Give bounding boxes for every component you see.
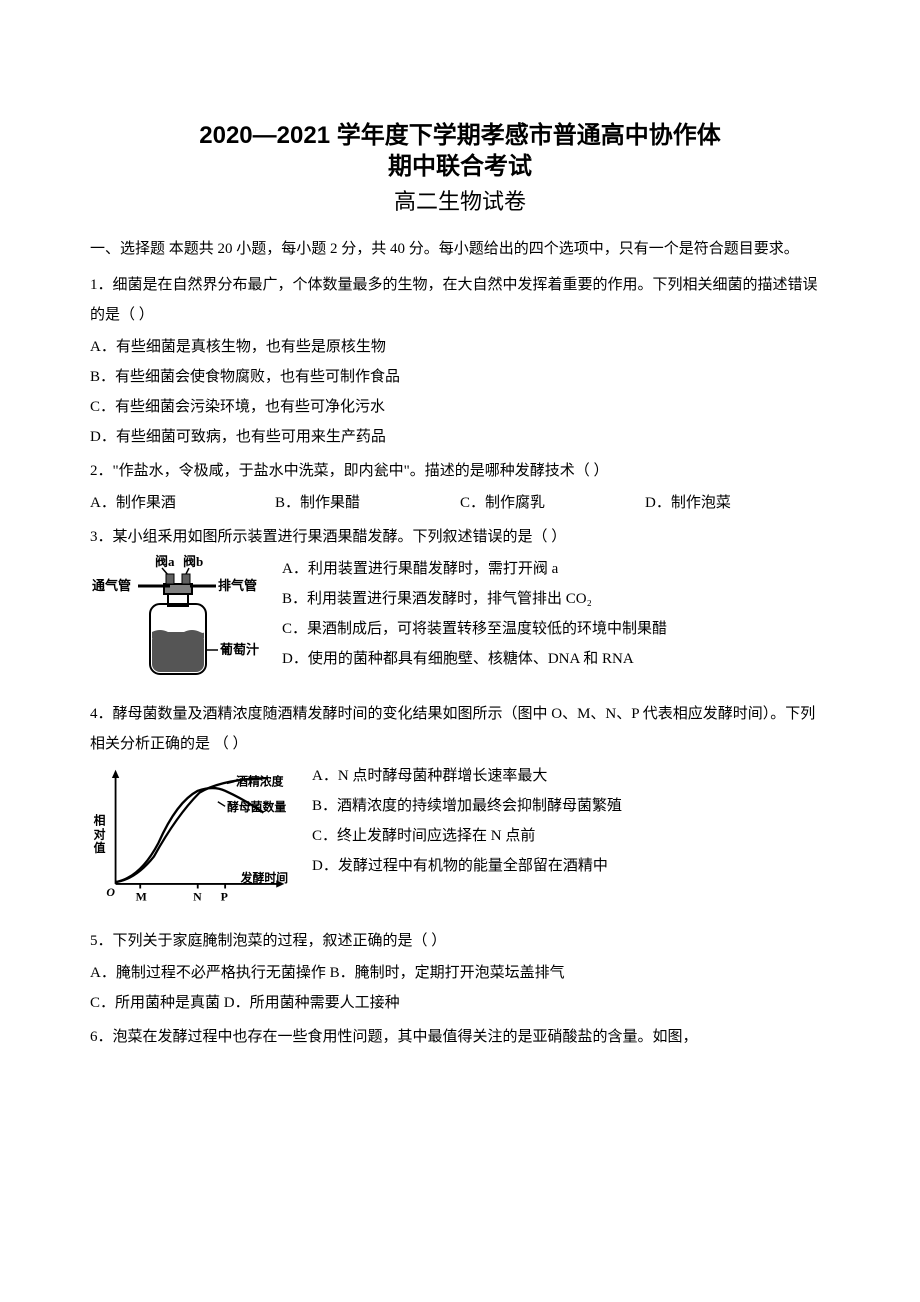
label-x-axis: 发酵时间 (240, 871, 289, 885)
option-a: A．利用装置进行果醋发酵时，需打开阀 a (282, 554, 830, 584)
question-stem: 2．"作盐水，令极咸，于盐水中洗菜，即内瓮中"。描述的是哪种发酵技术（ ） (90, 456, 830, 486)
fermentation-graph: 相 对 值 发酵时间 O M N P 酒精浓度 (90, 761, 300, 911)
fermentation-apparatus-diagram: 阀a 阀b 通气管 排气管 (90, 554, 270, 684)
option-d: D．有些细菌可致病，也有些可用来生产药品 (90, 422, 830, 452)
label-valve-b: 阀b (183, 554, 203, 569)
option-d: D．使用的菌种都具有细胞壁、核糖体、DNA 和 RNA (282, 644, 830, 674)
question-stem: 6．泡菜在发酵过程中也存在一些食用性问题，其中最值得关注的是亚硝酸盐的含量。如图… (90, 1022, 830, 1052)
label-inlet: 通气管 (92, 578, 131, 593)
section-instruction: 一、选择题 本题共 20 小题，每小题 2 分，共 40 分。每小题给出的四个选… (90, 234, 830, 264)
label-x-p: P (221, 890, 228, 904)
label-origin: O (106, 885, 115, 899)
label-curve2: 酵母菌数量 (227, 800, 286, 814)
question-5: 5．下列关于家庭腌制泡菜的过程，叙述正确的是（ ） A．腌制过程不必严格执行无菌… (90, 926, 830, 1018)
option-c: C．有些细菌会污染环境，也有些可净化污水 (90, 392, 830, 422)
option-b: B．制作果醋 (275, 488, 460, 518)
subtitle: 高二生物试卷 (90, 184, 830, 216)
option-d: D．发酵过程中有机物的能量全部留在酒精中 (312, 851, 830, 881)
label-juice: 葡萄汁 (219, 642, 259, 657)
option-a: A．N 点时酵母菌种群增长速率最大 (312, 761, 830, 791)
label-x-m: M (136, 890, 147, 904)
label-x-n: N (193, 890, 202, 904)
svg-text:值: 值 (94, 841, 106, 855)
option-c: C．果酒制成后，可将装置转移至温度较低的环境中制果醋 (282, 614, 830, 644)
option-a: A．有些细菌是真核生物，也有些是原核生物 (90, 332, 830, 362)
svg-text:对: 对 (94, 828, 106, 842)
option-c: C．制作腐乳 (460, 488, 645, 518)
option-b: B．利用装置进行果酒发酵时，排气管排出 CO₂ (282, 584, 830, 614)
option-b: B．酒精浓度的持续增加最终会抑制酵母菌繁殖 (312, 791, 830, 821)
question-stem: 1．细菌是在自然界分布最广，个体数量最多的生物，在大自然中发挥着重要的作用。下列… (90, 270, 830, 330)
question-stem: 5．下列关于家庭腌制泡菜的过程，叙述正确的是（ ） (90, 926, 830, 956)
question-1: 1．细菌是在自然界分布最广，个体数量最多的生物，在大自然中发挥着重要的作用。下列… (90, 270, 830, 452)
option-ab: A．腌制过程不必严格执行无菌操作 B．腌制时，定期打开泡菜坛盖排气 (90, 958, 830, 988)
label-curve1: 酒精浓度 (236, 775, 284, 789)
option-b: B．有些细菌会使食物腐败，也有些可制作食品 (90, 362, 830, 392)
title-line1: 2020—2021 学年度下学期孝感市普通高中协作体 (90, 120, 830, 151)
title-line2: 期中联合考试 (90, 151, 830, 182)
option-d: D．制作泡菜 (645, 488, 830, 518)
label-outlet: 排气管 (218, 578, 257, 593)
label-y-axis: 相 (94, 814, 106, 828)
question-3: 3．某小组釆用如图所示装置进行果酒果醋发酵。下列叙述错误的是（ ） 阀a 阀b … (90, 522, 830, 695)
option-c: C．终止发酵时间应选择在 N 点前 (312, 821, 830, 851)
question-stem: 4．酵母菌数量及酒精浓度随酒精发酵时间的变化结果如图所示（图中 O、M、N、P … (90, 699, 830, 759)
question-stem: 3．某小组釆用如图所示装置进行果酒果醋发酵。下列叙述错误的是（ ） (90, 522, 830, 552)
option-cd: C．所用菌种是真菌 D．所用菌种需要人工接种 (90, 988, 830, 1018)
question-2: 2．"作盐水，令极咸，于盐水中洗菜，即内瓮中"。描述的是哪种发酵技术（ ） A．… (90, 456, 830, 518)
question-6: 6．泡菜在发酵过程中也存在一些食用性问题，其中最值得关注的是亚硝酸盐的含量。如图… (90, 1022, 830, 1052)
option-a: A．制作果酒 (90, 488, 275, 518)
question-4: 4．酵母菌数量及酒精浓度随酒精发酵时间的变化结果如图所示（图中 O、M、N、P … (90, 699, 830, 922)
label-valve-a: 阀a (155, 554, 175, 569)
